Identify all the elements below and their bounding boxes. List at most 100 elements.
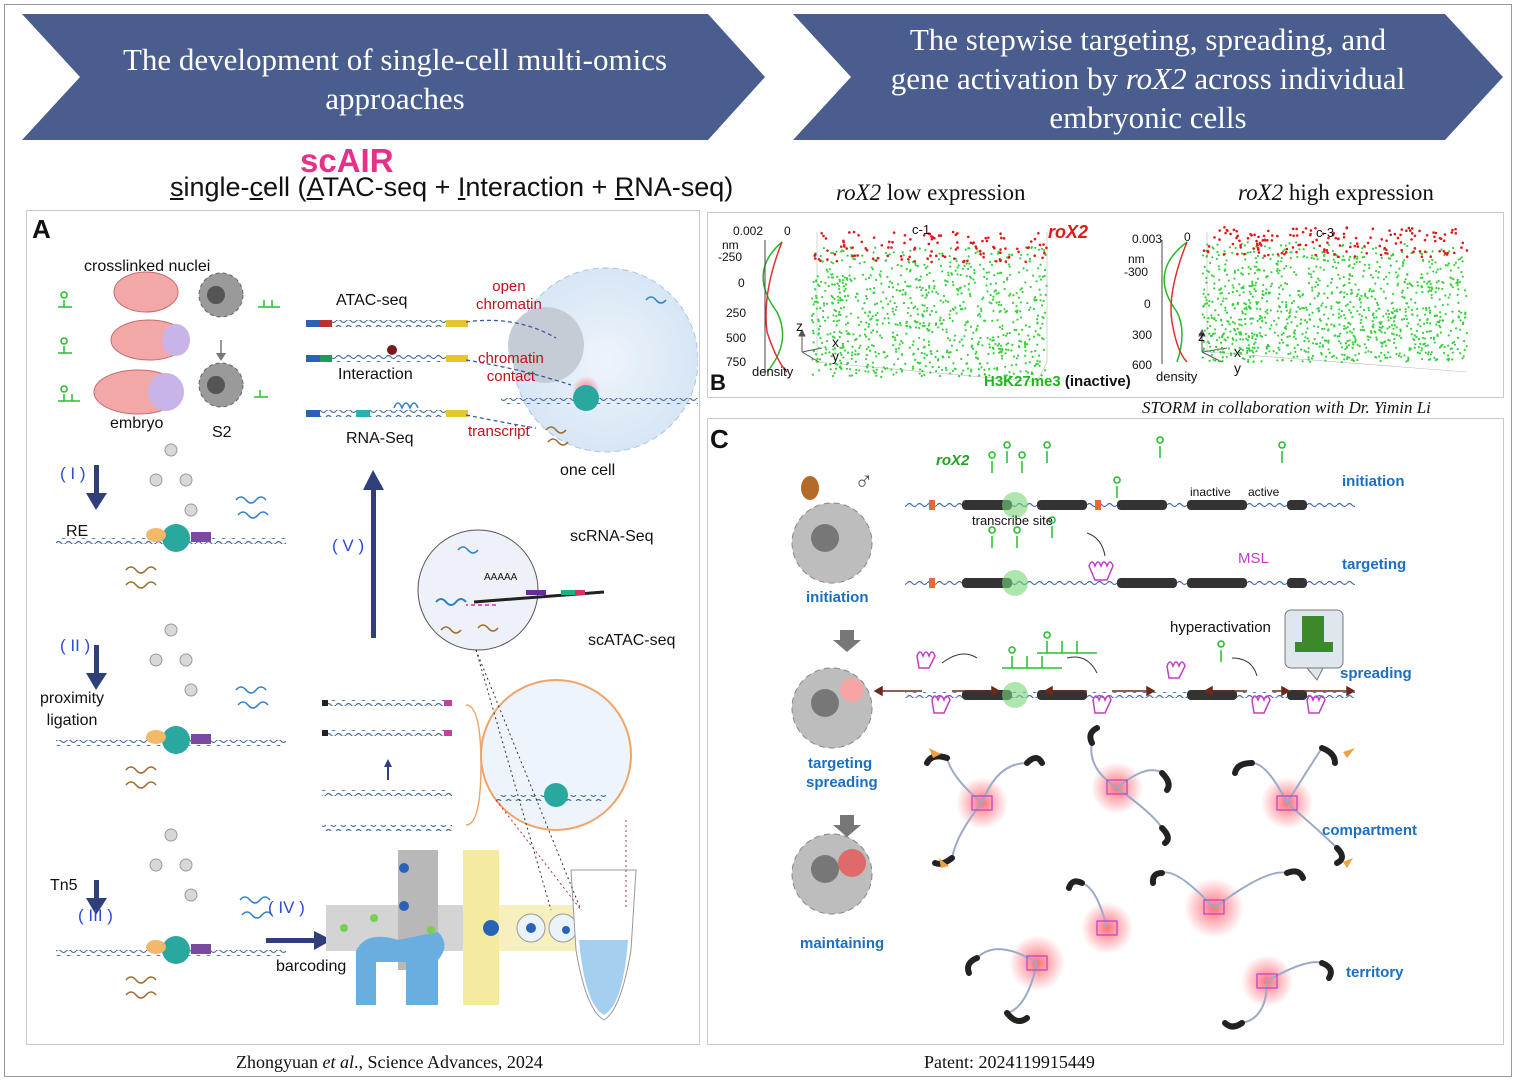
storm-point-red [1232,228,1236,232]
storm-point-green [1378,326,1381,329]
storm-point-green [1316,294,1319,298]
storm-point-green [1395,260,1398,263]
step-3: ( III ) [78,906,113,925]
storm-point-green [1380,331,1383,334]
storm-point-green [1212,358,1215,361]
storm-point-green [865,365,868,368]
storm-point-green [1289,308,1292,311]
storm-point-green [838,287,841,291]
storm-point-green [875,355,878,358]
storm-point-green [1449,329,1452,333]
left-zero: 0 [784,224,791,238]
storm-point-green [1308,318,1312,321]
storm-point-green [888,280,892,283]
storm-point-green [883,317,886,320]
storm-point-red [908,255,911,259]
storm-point-green [939,264,942,267]
storm-point-red [848,231,851,234]
storm-point-green [1216,251,1219,254]
storm-point-green [1035,363,1038,366]
storm-point-green [1240,324,1243,327]
storm-point-green [1038,275,1041,278]
storm-point-green [828,351,831,354]
storm-point-green [1322,268,1325,271]
storm-point-green [841,342,844,345]
storm-point-green [902,288,905,291]
storm-point-green [939,322,943,325]
storm-point-green [1462,355,1465,358]
storm-point-green [925,354,929,357]
storm-point-green [1241,310,1244,313]
storm-point-green [1203,316,1206,319]
storm-point-green [828,268,832,271]
storm-point-green [1211,256,1214,259]
storm-point-green [1460,256,1463,259]
storm-point-green [1345,357,1349,361]
storm-point-green [1349,292,1353,295]
storm-point-green [1268,327,1272,330]
storm-point-green [1339,342,1342,345]
storm-point-green [1399,330,1402,333]
storm-point-red [1266,238,1269,242]
storm-point-green [1420,252,1424,255]
storm-point-green [1364,351,1367,354]
storm-point-red [1399,241,1403,244]
storm-point-red [1378,244,1382,248]
storm-point-green [848,368,852,371]
storm-point-green [863,333,867,336]
storm-point-green [819,336,822,339]
storm-point-green [1349,300,1352,304]
storm-point-red [929,254,932,258]
storm-point-green [1393,320,1396,323]
storm-point-green [1444,264,1448,267]
storm-point-red [1389,233,1393,237]
storm-point-green [1241,266,1244,270]
storm-point-green [937,326,940,329]
storm-point-red [1432,231,1435,234]
storm-point-red [927,242,931,246]
storm-point-green [1246,349,1249,353]
storm-point-green [1331,291,1334,294]
storm-point-green [948,254,951,258]
storm-point-green [1401,264,1404,268]
storm-point-green [1280,333,1283,336]
storm-point-green [1303,339,1306,343]
storm-point-green [1230,353,1233,357]
storm-point-green [1223,250,1226,253]
storm-point-green [962,301,965,304]
storm-point-green [864,328,867,331]
storm-point-green [845,363,849,366]
storm-point-green [1305,308,1309,311]
storm-point-green [890,282,894,285]
storm-point-green [1395,308,1398,311]
storm-point-green [976,250,979,253]
storm-point-red [1267,229,1270,233]
storm-point-green [1249,355,1252,359]
storm-point-green [904,280,907,284]
storm-point-green [1359,305,1362,309]
storm-point-green [1257,346,1260,349]
storm-point-green [965,262,968,265]
storm-point-green [864,278,867,281]
storm-point-green [1433,341,1436,344]
storm-point-green [1277,272,1280,275]
storm-point-green [985,271,988,274]
storm-point-red [951,230,955,234]
storm-point-green [822,302,826,305]
storm-point-green [929,371,932,374]
storm-point-green [1347,321,1351,325]
storm-point-green [1286,335,1289,338]
storm-point-green [1278,269,1281,272]
storm-point-green [1416,323,1420,326]
storm-point-green [1430,293,1433,297]
storm-point-green [921,286,924,290]
storm-point-green [822,315,825,319]
storm-point-green [1435,281,1438,284]
storm-point-red [1257,251,1261,254]
storm-point-green [1240,272,1243,275]
storm-point-green [1205,276,1208,280]
storm-point-green [1256,277,1260,280]
storm-point-green [911,367,915,370]
storm-point-green [1283,248,1286,251]
storm-point-green [1329,281,1333,284]
